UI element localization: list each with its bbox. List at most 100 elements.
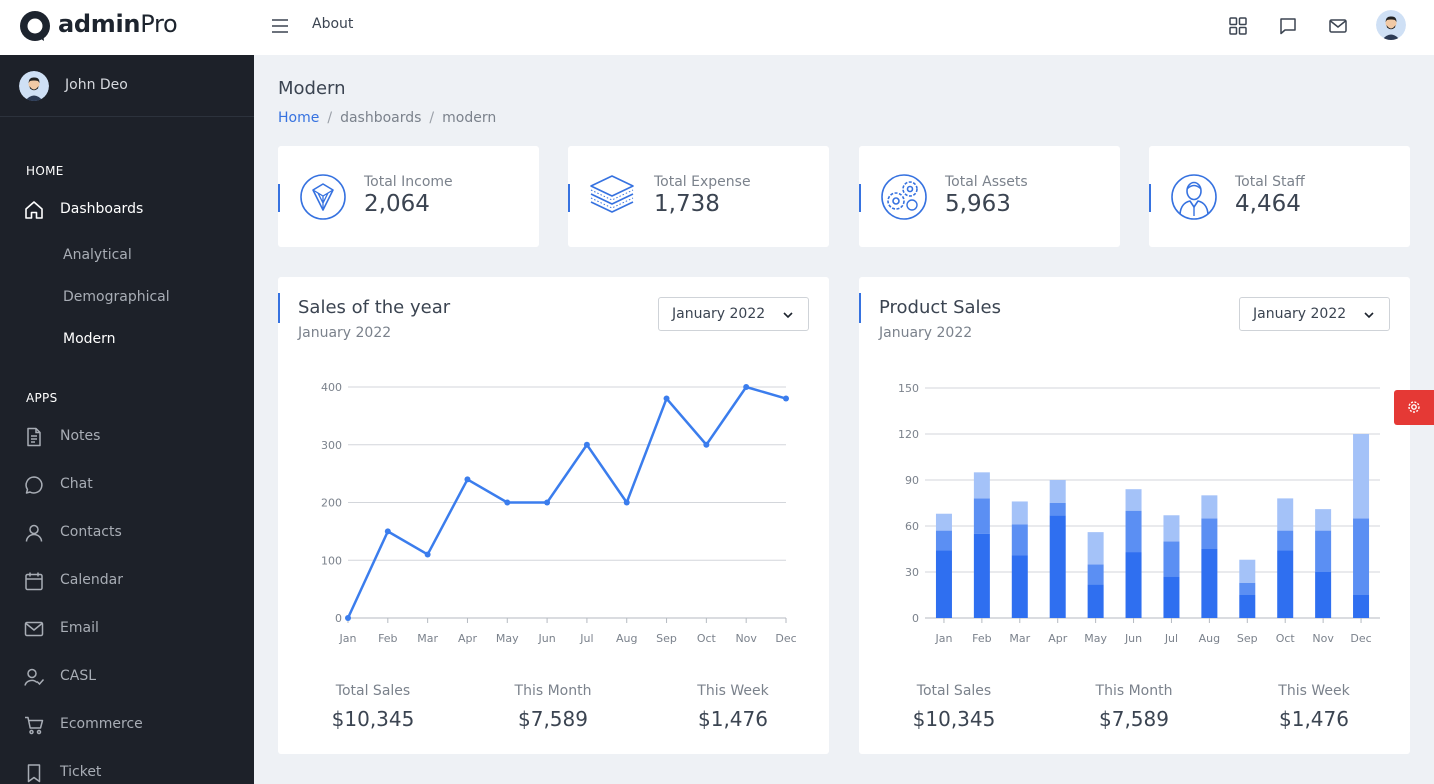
apps-grid-icon[interactable] xyxy=(1227,15,1249,37)
message-icon[interactable] xyxy=(1277,15,1299,37)
sidebar-subitem-modern[interactable]: Modern xyxy=(63,331,116,347)
sidebar-item-label: Chat xyxy=(60,476,93,492)
mail-icon[interactable] xyxy=(1327,15,1349,37)
bar xyxy=(1049,503,1066,516)
sidebar-item-notes[interactable]: Notes xyxy=(0,417,254,457)
data-point xyxy=(743,384,750,390)
sidebar-item-label: Email xyxy=(60,620,99,636)
profile-avatar[interactable] xyxy=(1376,10,1406,40)
x-tick-label: Mar xyxy=(417,632,438,645)
bar xyxy=(1049,480,1066,503)
summary-value: $10,345 xyxy=(331,707,415,731)
notes-icon xyxy=(27,427,41,447)
breadcrumb-home[interactable]: Home xyxy=(278,110,320,126)
bar xyxy=(1315,572,1332,618)
avatar-icon xyxy=(19,71,49,101)
sidebar: John Deo HOME Dashboards Analytical Demo… xyxy=(0,55,254,784)
summary-label: Total Sales xyxy=(335,683,411,699)
bar xyxy=(1087,584,1104,618)
contacts-icon xyxy=(25,524,43,542)
bar xyxy=(1163,541,1180,577)
bar xyxy=(935,530,952,551)
summary-value: $10,345 xyxy=(912,707,996,731)
data-point xyxy=(663,395,670,402)
bar xyxy=(973,533,990,618)
sidebar-subitem-analytical[interactable]: Analytical xyxy=(63,247,132,263)
stat-card-staff: Total Staff 4,464 xyxy=(1149,146,1410,247)
x-tick-label: Sep xyxy=(656,632,677,645)
x-tick-label: Nov xyxy=(1312,632,1334,645)
bar xyxy=(935,550,952,618)
stat-value: 2,064 xyxy=(364,191,430,217)
summary-this-week: This Week $1,476 xyxy=(1224,683,1404,731)
bar xyxy=(1011,555,1028,618)
stat-label: Total Staff xyxy=(1235,174,1305,190)
x-tick-label: Jun xyxy=(537,632,555,645)
nav-heading-home: HOME xyxy=(26,164,64,178)
settings-button[interactable] xyxy=(1394,390,1434,425)
x-tick-label: Nov xyxy=(735,632,757,645)
sidebar-item-calendar[interactable]: Calendar xyxy=(0,561,254,601)
stat-card-income: Total Income 2,064 xyxy=(278,146,539,247)
sidebar-item-contacts[interactable]: Contacts xyxy=(0,513,254,553)
bar-chart: 0 30 60 90 120 150 Jan Feb Mar Apr May Jun Jul Aug Sep… xyxy=(898,382,1380,645)
x-tick-label: Jul xyxy=(579,632,593,645)
bar xyxy=(973,472,990,499)
card-title: Product Sales xyxy=(879,297,1001,318)
bar xyxy=(1163,576,1180,618)
stat-card-assets: Total Assets 5,963 xyxy=(859,146,1120,247)
summary-total-sales: Total Sales $10,345 xyxy=(283,683,463,731)
y-tick-label: 0 xyxy=(912,612,919,625)
sidebar-item-email[interactable]: Email xyxy=(0,609,254,649)
data-point xyxy=(464,476,471,483)
sidebar-item-label: Ecommerce xyxy=(60,716,143,732)
page-title: Modern xyxy=(278,78,346,99)
summary-this-week: This Week $1,476 xyxy=(643,683,823,731)
month-select[interactable]: January 2022 xyxy=(658,297,809,331)
card-subtitle: January 2022 xyxy=(298,325,392,341)
bar xyxy=(1087,564,1104,585)
sidebar-user[interactable]: John Deo xyxy=(0,55,254,117)
chevron-down-icon xyxy=(783,312,793,319)
sales-chart-card: Sales of the year January 2022 January 2… xyxy=(278,277,829,754)
ticket-icon xyxy=(27,764,41,783)
sidebar-subitem-demographical[interactable]: Demographical xyxy=(63,289,170,305)
x-tick-label: Sep xyxy=(1237,632,1258,645)
staff-icon xyxy=(1171,174,1217,220)
sidebar-item-ticket[interactable]: Ticket xyxy=(0,753,254,784)
user-avatar xyxy=(19,71,49,101)
bar xyxy=(1239,595,1256,618)
x-tick-label: Oct xyxy=(1276,632,1296,645)
accent-bar xyxy=(278,184,280,212)
bar xyxy=(1011,501,1028,525)
brand-name: adminPro xyxy=(58,10,178,38)
menu-toggle-icon[interactable] xyxy=(270,16,290,36)
brand[interactable]: adminPro xyxy=(0,0,254,55)
data-point xyxy=(703,441,710,448)
gear-icon xyxy=(1408,401,1420,413)
user-name: John Deo xyxy=(65,77,128,93)
accent-bar xyxy=(278,293,280,323)
bar xyxy=(1277,550,1294,618)
layers-icon xyxy=(590,175,634,213)
bar xyxy=(1315,509,1332,531)
month-select[interactable]: January 2022 xyxy=(1239,297,1390,331)
summary-label: This Month xyxy=(1095,683,1173,699)
summary-total-sales: Total Sales $10,345 xyxy=(864,683,1044,731)
breadcrumb-dashboards[interactable]: dashboards xyxy=(340,110,422,126)
x-tick-label: Jan xyxy=(934,632,952,645)
bar xyxy=(1353,595,1370,618)
bar xyxy=(1125,510,1142,553)
breadcrumb-separator: / xyxy=(429,110,435,126)
y-tick-label: 100 xyxy=(321,554,342,567)
sidebar-item-dashboards[interactable]: Dashboards xyxy=(0,190,254,230)
x-tick-label: Jan xyxy=(339,632,357,645)
sidebar-item-ecommerce[interactable]: Ecommerce xyxy=(0,705,254,745)
x-tick-label: Aug xyxy=(1199,632,1220,645)
bar xyxy=(1239,559,1256,583)
about-link[interactable]: About xyxy=(312,16,354,32)
bar xyxy=(1201,495,1218,519)
data-point xyxy=(623,499,630,506)
sidebar-item-casl[interactable]: CASL xyxy=(0,657,254,697)
sidebar-item-chat[interactable]: Chat xyxy=(0,465,254,505)
